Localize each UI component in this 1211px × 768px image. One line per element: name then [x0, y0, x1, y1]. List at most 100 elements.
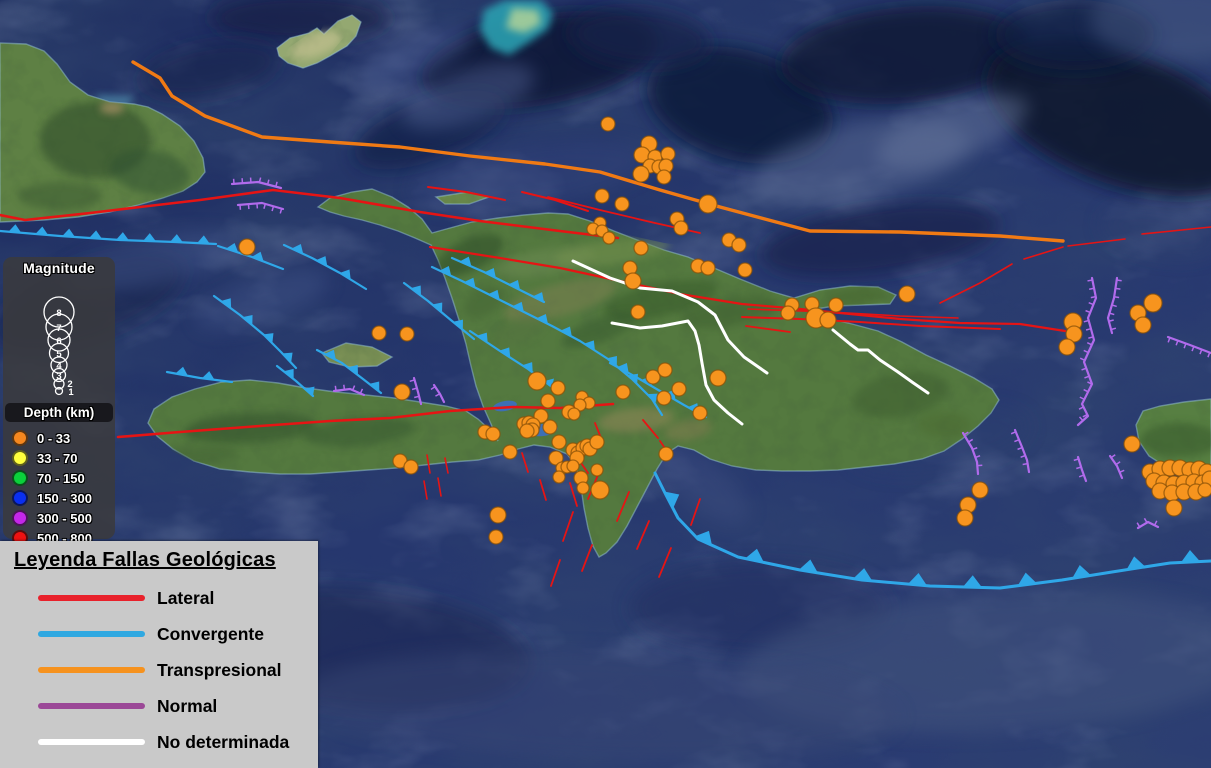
earthquake-marker[interactable] — [594, 188, 610, 204]
earthquake-marker[interactable] — [632, 165, 650, 183]
normal-tick — [1082, 413, 1088, 418]
fault-path-lateral — [521, 452, 529, 473]
earthquake-marker[interactable] — [567, 407, 581, 421]
earthquake-marker[interactable] — [673, 220, 689, 236]
fault-line-convergente — [450, 256, 546, 304]
earthquake-marker[interactable] — [552, 470, 566, 484]
earthquake-marker[interactable] — [656, 169, 672, 185]
earthquake-marker[interactable] — [393, 383, 411, 401]
convergent-tooth — [647, 393, 658, 405]
earthquake-marker[interactable] — [1123, 435, 1141, 453]
earthquake-marker[interactable] — [671, 381, 687, 397]
earthquake-marker[interactable] — [573, 398, 587, 412]
earthquake-marker[interactable] — [551, 434, 567, 450]
fault-line-convergente — [315, 348, 383, 395]
fault-type-label: Transpresional — [157, 659, 282, 680]
earthquake-marker[interactable] — [645, 369, 661, 385]
earthquake-marker[interactable] — [600, 116, 616, 132]
fault-line-lateral — [426, 454, 431, 474]
earthquake-marker[interactable] — [956, 509, 974, 527]
earthquake-marker[interactable] — [624, 272, 642, 290]
earthquake-marker[interactable] — [540, 393, 556, 409]
earthquake-marker[interactable] — [488, 529, 504, 545]
earthquake-marker[interactable] — [828, 297, 844, 313]
earthquake-marker[interactable] — [602, 231, 616, 245]
convergent-tooth — [251, 251, 264, 262]
earthquake-marker[interactable] — [656, 390, 672, 406]
normal-tick — [1108, 319, 1114, 323]
earthquake-marker[interactable] — [737, 262, 753, 278]
earthquake-marker[interactable] — [1143, 293, 1163, 313]
earthquake-marker[interactable] — [731, 237, 747, 253]
convergent-tooth — [522, 362, 533, 373]
convergent-tooth — [512, 301, 524, 312]
fault-path-convergente — [430, 265, 664, 417]
earthquake-marker[interactable] — [630, 304, 646, 320]
fault-path-lateral — [437, 477, 442, 497]
earthquake-marker[interactable] — [615, 384, 631, 400]
convergent-tooth — [410, 285, 421, 296]
convergent-tooth — [1126, 556, 1146, 570]
earthquake-marker[interactable] — [709, 369, 727, 387]
fault-legend-row: No determinada — [0, 724, 318, 760]
earthquake-marker[interactable] — [399, 326, 415, 342]
earthquake-marker[interactable] — [403, 459, 419, 475]
earthquake-marker[interactable] — [371, 325, 387, 341]
bathymetry-patch — [986, 39, 1211, 197]
fault-path-convergente — [450, 256, 546, 304]
normal-tick — [1014, 439, 1020, 443]
earthquake-marker[interactable] — [819, 311, 837, 329]
earthquake-marker[interactable] — [589, 434, 605, 450]
earthquake-marker[interactable] — [590, 480, 610, 500]
earthquake-marker[interactable] — [698, 194, 718, 214]
fault-type-label: Normal — [157, 695, 218, 716]
earthquake-marker[interactable] — [780, 305, 796, 321]
normal-tick — [430, 386, 436, 391]
convergent-tooth — [143, 233, 156, 242]
bathymetry-patch — [195, 269, 329, 331]
earthquake-marker[interactable] — [542, 419, 558, 435]
earthquake-marker[interactable] — [502, 444, 518, 460]
convergent-tooth — [798, 559, 818, 573]
magnitude-circle-label: 4 — [56, 361, 62, 372]
fault-line-lateral — [550, 559, 561, 587]
magnitude-circle-label: 1 — [68, 387, 74, 398]
normal-tick — [279, 208, 283, 214]
normal-tick — [1078, 406, 1084, 410]
earthquake-marker[interactable] — [1058, 338, 1076, 356]
fault-line-convergente — [430, 265, 664, 417]
fault-legend-panel: Leyenda Fallas Geológicas Lateral Converg… — [0, 541, 318, 768]
earthquake-marker[interactable] — [566, 459, 580, 473]
earthquake-marker[interactable] — [658, 446, 674, 462]
earthquake-marker[interactable] — [590, 463, 604, 477]
normal-tick — [1073, 458, 1079, 462]
earthquake-marker[interactable] — [550, 380, 566, 396]
earthquake-marker[interactable] — [519, 423, 535, 439]
earthquake-marker[interactable] — [633, 240, 649, 256]
earthquake-marker[interactable] — [238, 238, 256, 256]
earthquake-marker[interactable] — [1134, 316, 1152, 334]
convergent-tooth — [499, 347, 511, 358]
terrain-shade — [436, 233, 504, 277]
fault-line-lateral — [539, 479, 547, 501]
earthquake-marker[interactable] — [692, 405, 708, 421]
earthquake-marker[interactable] — [527, 371, 547, 391]
normal-tick — [266, 179, 270, 185]
earthquake-marker[interactable] — [1197, 482, 1211, 498]
terrain-shade — [1140, 423, 1211, 457]
earthquake-marker[interactable] — [576, 481, 590, 495]
earthquake-marker[interactable] — [898, 285, 916, 303]
normal-tick — [1143, 517, 1148, 523]
normal-tick — [1115, 287, 1121, 290]
earthquake-marker[interactable] — [485, 426, 501, 442]
convergent-tooth — [175, 366, 188, 376]
earthquake-marker[interactable] — [1165, 499, 1183, 517]
earthquake-marker[interactable] — [614, 196, 630, 212]
fault-legend-row: Lateral — [0, 580, 318, 616]
earthquake-marker[interactable] — [548, 450, 564, 466]
earthquake-marker[interactable] — [971, 481, 989, 499]
earthquake-marker[interactable] — [489, 506, 507, 524]
earthquake-marker[interactable] — [657, 362, 673, 378]
earthquake-marker[interactable] — [700, 260, 716, 276]
